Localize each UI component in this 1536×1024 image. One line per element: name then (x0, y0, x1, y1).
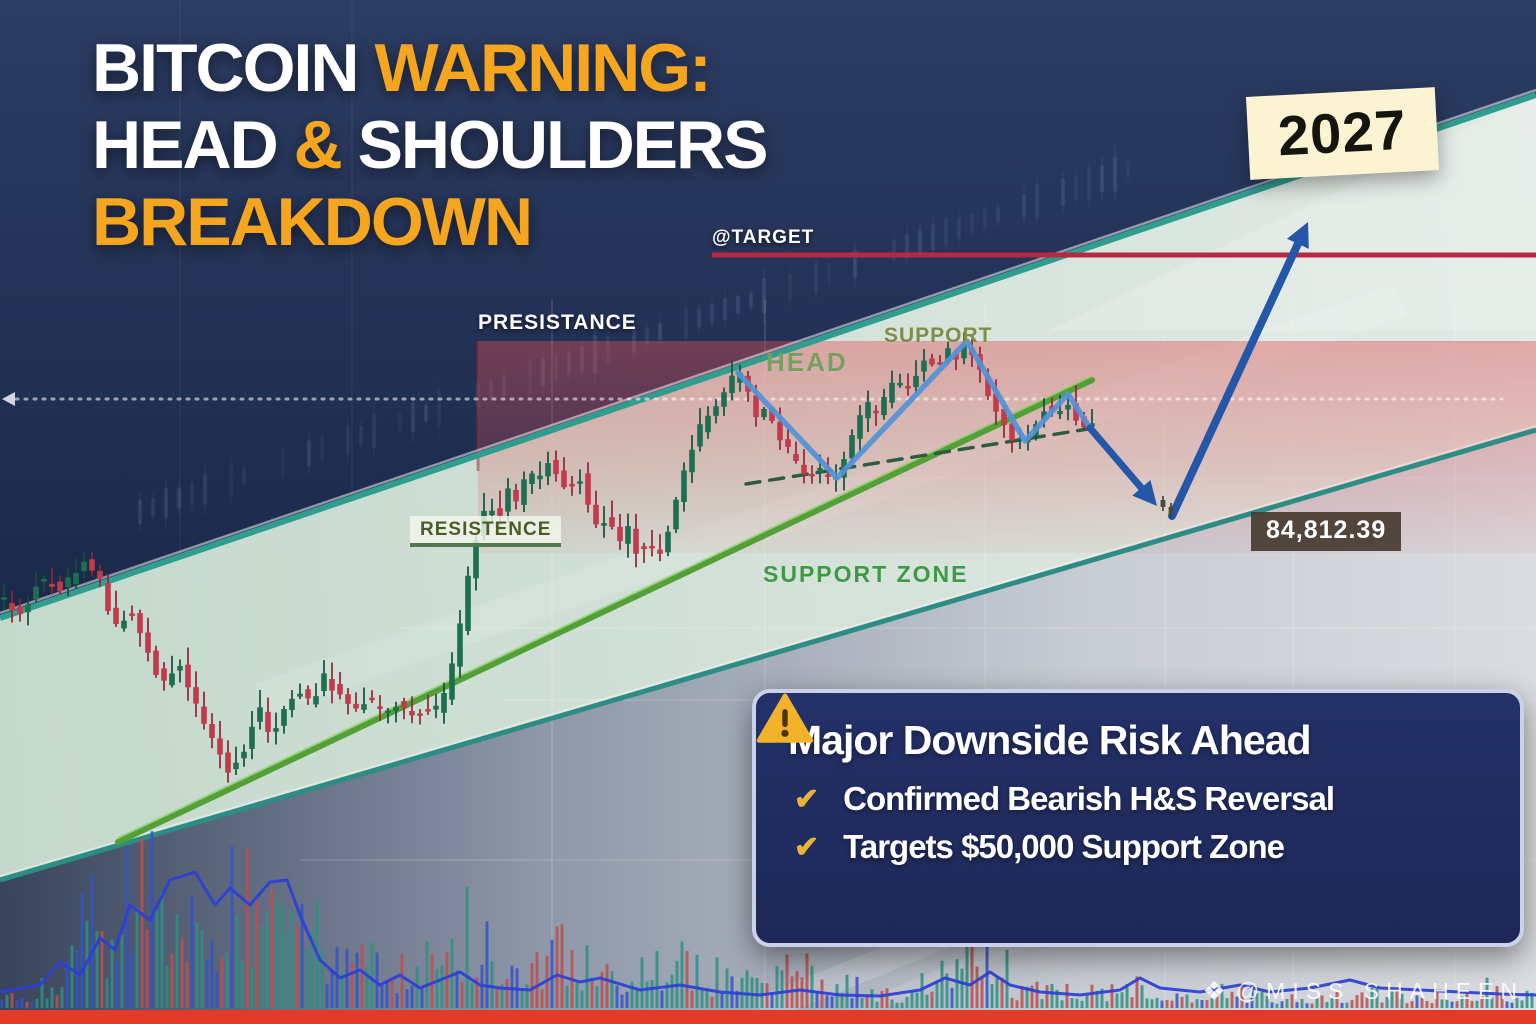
target-label: @TARGET (712, 227, 815, 248)
resistence-chip: RESISTENCE (410, 516, 562, 547)
risk-bullet-row: ✔ Targets $50,000 Support Zone (794, 828, 1488, 866)
warning-icon (756, 693, 814, 743)
head-label: HEAD (766, 347, 848, 377)
watermark: ❖ @MISS SHAHEEN (1203, 976, 1524, 1007)
headline-line-3: BREAKDOWN (92, 184, 767, 261)
headline-bitcoin: BITCOIN (92, 30, 375, 106)
resistence-label: RESISTENCE (420, 519, 552, 540)
support-zone-label: SUPPORT ZONE (763, 561, 969, 587)
watermark-handle: @MISS SHAHEEN (1235, 978, 1524, 1004)
check-icon: ✔ (794, 782, 820, 816)
resistance-label: PRESISTANCE (478, 311, 637, 334)
headline-head: HEAD (92, 107, 294, 183)
headline: BITCOIN WARNING: HEAD & SHOULDERS BREAKD… (92, 30, 769, 261)
risk-heading: Major Downside Risk Ahead (788, 717, 1312, 763)
support-label: SUPPORT (884, 324, 993, 347)
check-icon: ✔ (794, 830, 820, 864)
headline-amp: & (293, 107, 358, 183)
price-tag: 84,812.39 (1251, 512, 1402, 551)
headline-breakdown: BREAKDOWN (92, 184, 533, 260)
risk-bullet-1: Confirmed Bearish H&S Reversal (843, 780, 1335, 817)
risk-bullet-2: Targets $50,000 Support Zone (843, 828, 1285, 865)
headline-shoulders: SHOULDERS (357, 107, 769, 183)
risk-heading-row: Major Downside Risk Ahead (756, 693, 1488, 764)
binance-diamond-icon: ❖ (1202, 976, 1226, 1006)
year-tag: 2027 (1245, 87, 1439, 180)
headline-warning: WARNING: (374, 30, 711, 106)
risk-info-box: Major Downside Risk Ahead ✔ Confirmed Be… (752, 689, 1524, 947)
risk-bullet-row: ✔ Confirmed Bearish H&S Reversal (794, 780, 1488, 818)
headline-line-1: BITCOIN WARNING: (92, 30, 767, 107)
headline-line-2: HEAD & SHOULDERS (92, 107, 769, 184)
